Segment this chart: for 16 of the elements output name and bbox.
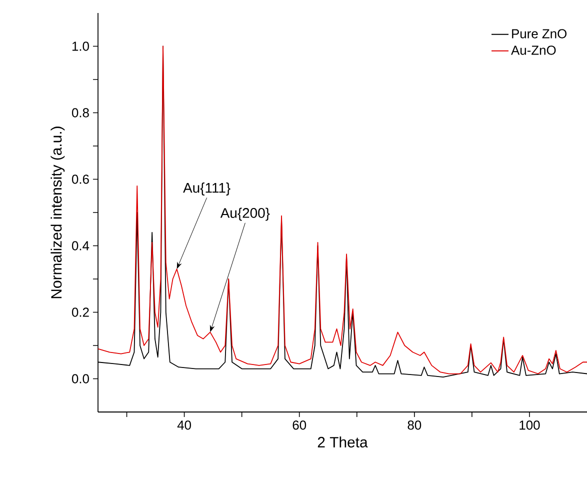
annotation: Au{111} xyxy=(183,182,230,196)
y-tick-label: 0.2 xyxy=(72,308,89,317)
x-tick-label: 40 xyxy=(177,420,191,430)
y-tick-label: 0.8 xyxy=(72,108,89,118)
legend-label: Au-ZnO xyxy=(511,46,556,55)
y-tick-label: 1.0 xyxy=(72,42,89,51)
y-tick-label: 0.6 xyxy=(72,174,89,184)
x-tick-label: 60 xyxy=(292,420,306,430)
legend-label: Pure ZnO xyxy=(512,29,567,38)
x-tick-label: 100 xyxy=(520,420,540,430)
x-tick-label: 80 xyxy=(408,420,422,430)
y-axis-title: Normalized intensity (a.u.) xyxy=(50,126,65,298)
y-tick-label: 0.4 xyxy=(72,241,90,250)
y-tick-label: 0.0 xyxy=(72,374,89,384)
x-axis-title: 2 Theta xyxy=(318,436,368,448)
annotation: Au{200} xyxy=(220,208,270,221)
